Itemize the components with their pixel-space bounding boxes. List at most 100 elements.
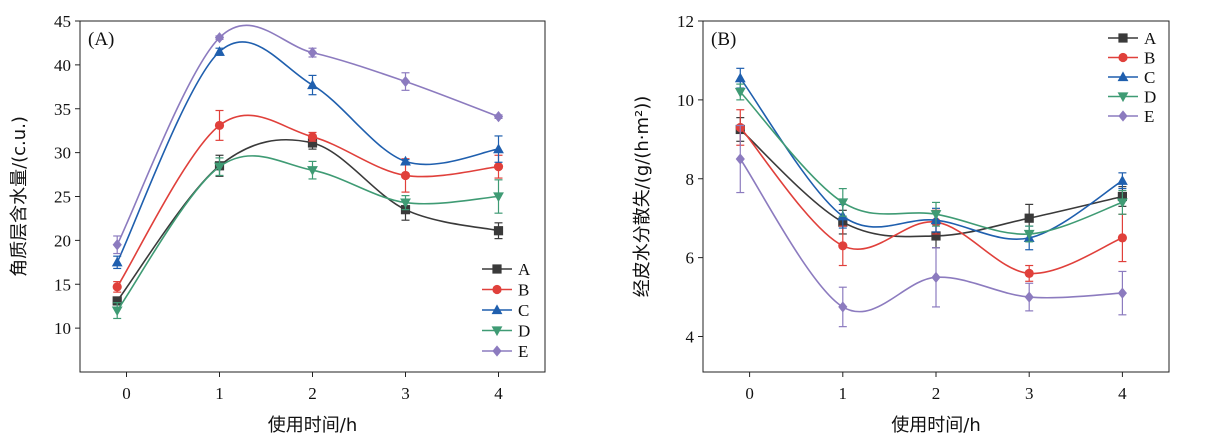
data-point	[1024, 268, 1034, 279]
y-axis-title: 经皮水分散失/(g/(h·m²))	[632, 96, 653, 298]
legend-marker	[492, 264, 502, 274]
panel-label: (B)	[711, 29, 736, 50]
data-point	[400, 170, 411, 181]
data-point	[930, 210, 942, 220]
x-tick-label: 3	[401, 384, 410, 403]
x-tick-label: 0	[745, 384, 754, 403]
data-point	[214, 120, 225, 131]
series-line	[739, 126, 1123, 275]
legend-label: D	[1144, 88, 1156, 107]
data-point	[1117, 233, 1127, 243]
data-point	[1117, 175, 1128, 185]
legend-label: A	[1144, 29, 1157, 48]
plot-frame	[79, 20, 546, 373]
y-tick-label: 10	[677, 91, 694, 110]
data-point	[931, 271, 941, 283]
series-line	[739, 77, 1123, 240]
panel-label: (A)	[88, 29, 114, 50]
x-axis-title: 使用时间/h	[891, 415, 980, 436]
data-point	[111, 306, 123, 317]
data-point	[307, 46, 318, 59]
x-tick-label: 2	[932, 384, 941, 403]
data-point	[493, 162, 504, 172]
x-tick-label: 4	[494, 384, 503, 403]
data-point	[214, 46, 225, 56]
legend-marker	[1118, 110, 1128, 122]
data-point	[214, 162, 225, 173]
legend-label: D	[518, 322, 530, 341]
series-line	[116, 41, 499, 263]
y-tick-label: 12	[677, 12, 694, 31]
legend-label: A	[518, 260, 531, 279]
series-D	[734, 83, 1128, 243]
x-tick-label: 0	[122, 384, 131, 403]
x-tick-label: 1	[215, 384, 224, 403]
legend-label: B	[518, 281, 529, 300]
data-point	[838, 301, 848, 313]
legend-marker	[1117, 92, 1129, 103]
legend-label: E	[1144, 107, 1154, 126]
data-point	[112, 296, 122, 306]
series-D	[111, 155, 504, 320]
x-axis-title: 使用时间/h	[268, 415, 357, 436]
data-point	[214, 32, 225, 44]
data-point	[400, 155, 411, 166]
data-point	[400, 198, 411, 209]
legend-marker	[491, 304, 503, 315]
chart-panel-a: 10 15 20 25 30 35 40 45 0 1 2 3 4 使用时间/h 角质层含水量/(c.u.)…	[9, 12, 546, 436]
y-tick-label: 30	[54, 144, 71, 163]
y-tick-label: 35	[54, 100, 71, 119]
data-point	[493, 192, 504, 203]
data-point	[1117, 198, 1128, 209]
data-point	[111, 256, 123, 267]
y-tick-label: 8	[686, 170, 695, 189]
data-point	[1024, 213, 1034, 223]
y-tick-label: 25	[54, 188, 71, 207]
y-tick-label: 45	[54, 12, 71, 31]
x-tick-label: 3	[1025, 384, 1034, 403]
series-E	[112, 24, 504, 255]
series-A	[735, 117, 1127, 249]
data-point	[1117, 287, 1127, 299]
data-point	[307, 132, 318, 142]
data-point	[112, 282, 122, 292]
x-tick-label: 4	[1118, 384, 1127, 403]
series-B	[735, 109, 1127, 282]
legend-marker	[1118, 52, 1128, 63]
y-tick-label: 6	[686, 249, 695, 268]
data-point	[734, 87, 746, 98]
data-point	[493, 111, 504, 123]
x-tick-label: 1	[839, 384, 848, 403]
series-C	[111, 41, 504, 270]
series-line	[116, 155, 499, 312]
y-tick-label: 15	[54, 275, 71, 294]
series-line	[116, 138, 499, 302]
data-point	[838, 241, 848, 251]
legend-label: E	[518, 342, 528, 361]
data-point	[112, 239, 122, 251]
data-point	[307, 166, 318, 176]
legend-label: C	[1144, 68, 1155, 87]
legend-marker	[492, 345, 502, 357]
data-point	[493, 143, 504, 154]
x-tick-label: 2	[308, 384, 317, 403]
series-line	[739, 158, 1123, 313]
data-point	[307, 138, 318, 148]
data-point	[307, 79, 318, 90]
series-line	[116, 24, 499, 246]
series-line	[739, 91, 1123, 235]
y-tick-label: 20	[54, 231, 71, 250]
y-axis-title: 角质层含水量/(c.u.)	[9, 116, 30, 277]
data-point	[1023, 229, 1035, 240]
y-tick-label: 40	[54, 56, 71, 75]
data-point	[400, 75, 411, 88]
legend-label: C	[518, 301, 529, 320]
series-line	[116, 114, 499, 288]
legend-label: B	[1144, 49, 1155, 68]
data-point	[735, 153, 745, 165]
plot-frame	[702, 20, 1170, 373]
legend-marker	[1118, 33, 1128, 43]
data-point	[493, 226, 504, 236]
y-tick-label: 4	[686, 328, 695, 347]
